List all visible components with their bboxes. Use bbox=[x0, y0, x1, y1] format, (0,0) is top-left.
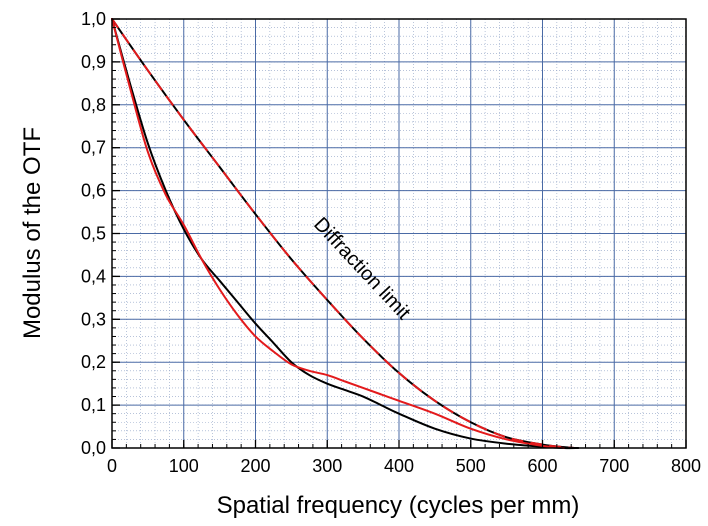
y-axis-title: Modulus of the OTF bbox=[19, 127, 46, 339]
x-tick-label: 100 bbox=[169, 456, 199, 476]
x-tick-label: 200 bbox=[240, 456, 270, 476]
axis-ticks bbox=[111, 18, 687, 449]
x-tick-label: 800 bbox=[671, 456, 701, 476]
x-tick-label: 0 bbox=[107, 456, 117, 476]
y-tick-label: 0,9 bbox=[81, 52, 106, 72]
series-line-2 bbox=[111, 18, 576, 449]
y-tick-label: 0,7 bbox=[81, 138, 106, 158]
x-tick-label: 700 bbox=[599, 456, 629, 476]
y-tick-label: 0,4 bbox=[81, 266, 106, 286]
y-tick-label: 0,6 bbox=[81, 181, 106, 201]
y-tick-label: 0,2 bbox=[81, 352, 106, 372]
x-axis-title: Spatial frequency (cycles per mm) bbox=[217, 492, 580, 519]
x-tick-label: 300 bbox=[312, 456, 342, 476]
x-tick-label: 500 bbox=[456, 456, 486, 476]
x-tick-labels: 0 100 200 300 400 500 600 700 800 bbox=[107, 456, 701, 476]
y-tick-label: 0,3 bbox=[81, 309, 106, 329]
y-tick-label: 0,1 bbox=[81, 395, 106, 415]
y-tick-label: 0,5 bbox=[81, 224, 106, 244]
x-tick-label: 600 bbox=[527, 456, 557, 476]
y-tick-label: 0,8 bbox=[81, 95, 106, 115]
major-grid bbox=[111, 18, 687, 449]
y-tick-labels: 0,0 0,1 0,2 0,3 0,4 0,5 0,6 0,7 0,8 0,9 1,0 bbox=[81, 9, 106, 458]
x-tick-label: 400 bbox=[384, 456, 414, 476]
series-line-4 bbox=[111, 18, 566, 449]
y-tick-label: 1,0 bbox=[81, 9, 106, 29]
y-tick-label: 0,0 bbox=[81, 438, 106, 458]
series-layer bbox=[111, 18, 580, 450]
